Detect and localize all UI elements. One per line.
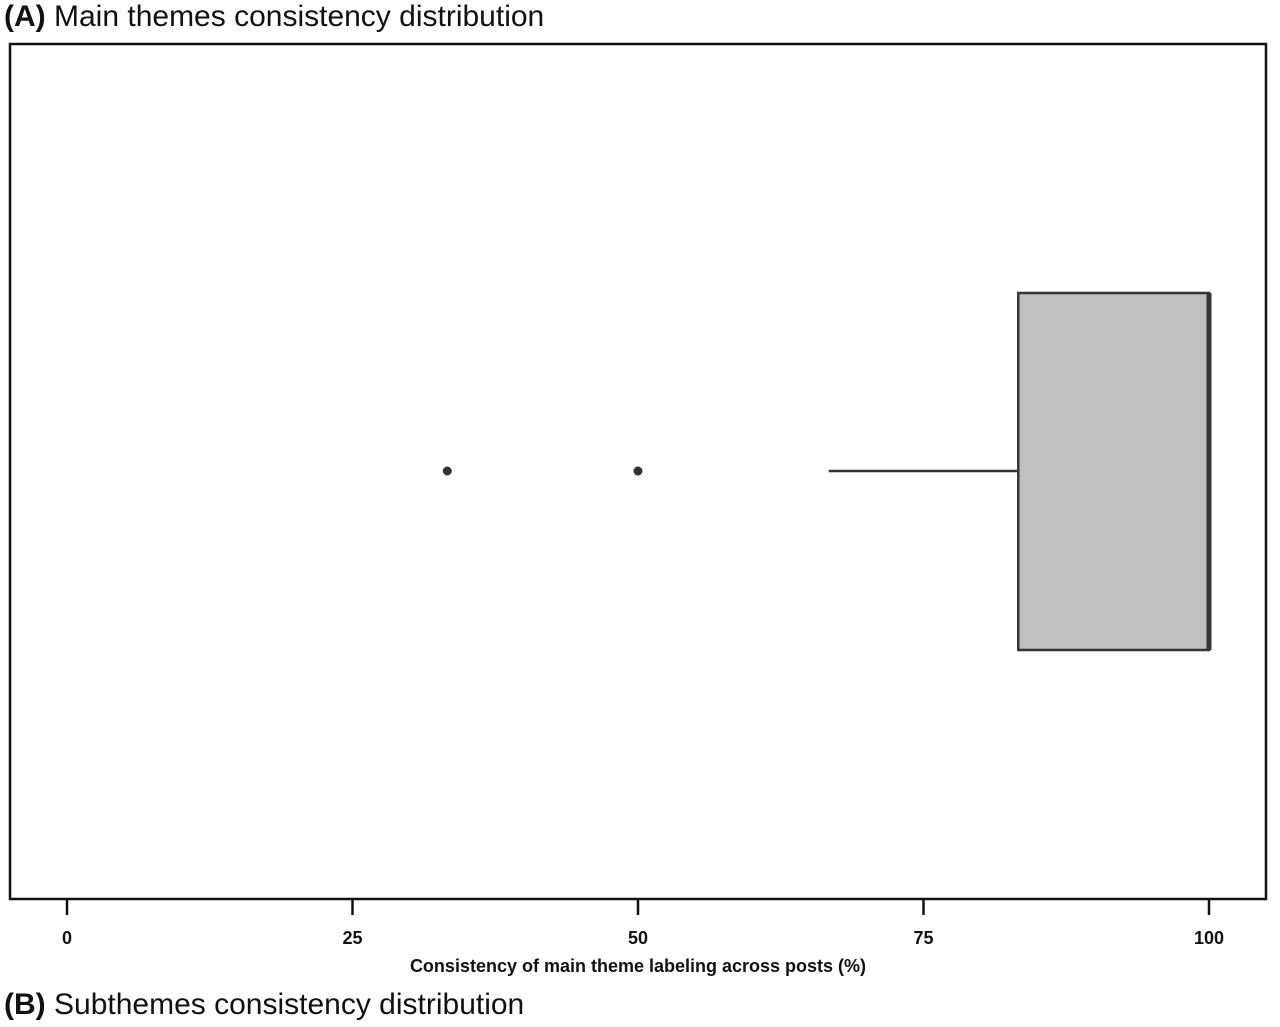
x-axis-label: Consistency of main theme labeling acros…	[410, 956, 866, 976]
panel-a-title: (A) Main themes consistency distribution	[4, 2, 544, 32]
x-tick-label-0: 0	[62, 928, 72, 948]
panel-b-title-text: Subthemes consistency distribution	[54, 988, 525, 1021]
x-tick-label-50: 50	[628, 928, 648, 948]
panel-b-title: (B) Subthemes consistency distribution	[4, 990, 524, 1020]
outlier-point-1	[442, 466, 452, 476]
panel-a-title-text: Main themes consistency distribution	[54, 0, 545, 33]
x-tick-label-75: 75	[913, 928, 933, 948]
boxplot-chart: 0 25 50 75 100 Consistency of main theme lab…	[8, 42, 1268, 976]
outlier-point-2	[633, 466, 643, 476]
x-tick-label-100: 100	[1194, 928, 1224, 948]
panel-b-tag: (B)	[4, 988, 46, 1021]
x-tick-label-25: 25	[342, 928, 362, 948]
iqr-box	[1017, 291, 1211, 652]
panel-a-tag: (A)	[4, 0, 46, 33]
